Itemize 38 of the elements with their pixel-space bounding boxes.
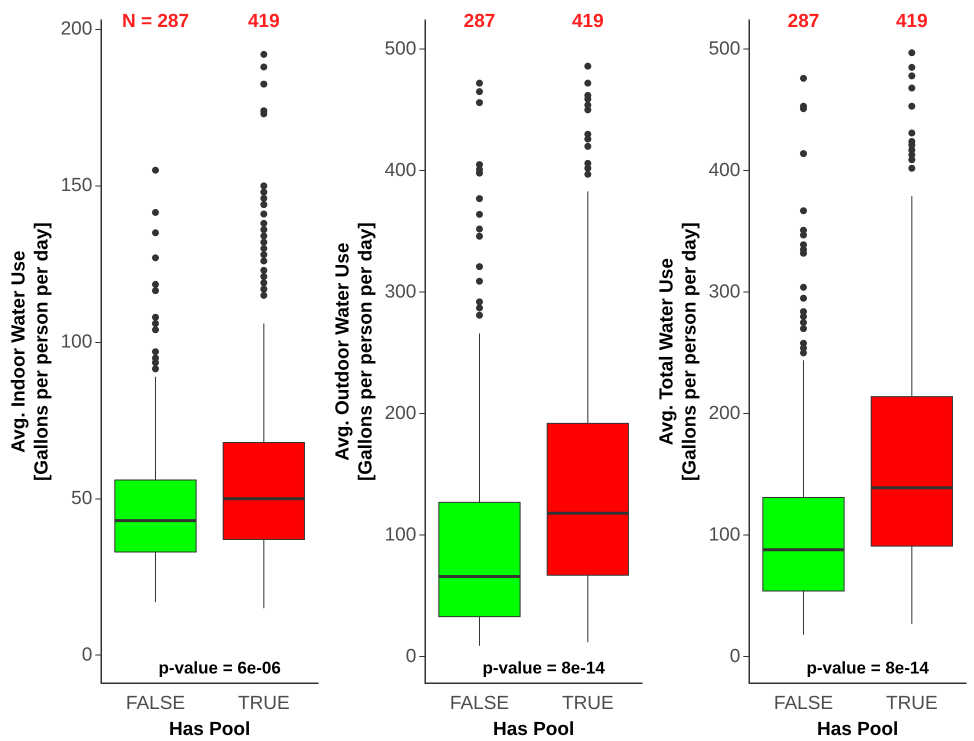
y-tick-label: 0: [730, 646, 740, 667]
y-tick-label: 50: [71, 488, 92, 510]
annotation: N = 287: [122, 11, 190, 32]
y-tick-label: 0: [82, 644, 92, 666]
annotation: p-value = 8e-14: [806, 658, 930, 678]
y-tick-label: 500: [384, 38, 416, 60]
x-axis-title: Has Pool: [168, 718, 250, 740]
x-tick-label: TRUE: [238, 693, 290, 714]
y-tick-label: 400: [384, 160, 416, 181]
annotation: 287: [788, 11, 820, 32]
y-tick-label: 200: [384, 402, 416, 424]
annotation: 419: [896, 11, 928, 32]
x-tick-label: FALSE: [126, 693, 186, 714]
y-tick-label: 200: [708, 402, 740, 424]
x-axis-title: Has Pool: [492, 718, 574, 740]
y-axis-title: Avg. Total Water Use [Gallons per person per day]: [656, 222, 700, 482]
y-tick-label: 100: [60, 332, 92, 353]
annotation: p-value = 8e-14: [482, 658, 606, 678]
y-tick-label: 150: [60, 175, 92, 196]
y-tick-label: 400: [708, 160, 740, 181]
y-tick-label: 500: [708, 38, 740, 60]
annotation: p-value = 6e-06: [158, 658, 281, 678]
x-tick-label: FALSE: [450, 693, 510, 714]
x-axis-title: Has Pool: [816, 718, 898, 740]
y-tick-label: 100: [708, 524, 740, 546]
y-tick-label: 200: [60, 18, 92, 40]
annotation: 419: [248, 11, 280, 32]
y-axis-title: Avg. Indoor Water Use [Gallons per person per day]: [8, 222, 52, 482]
y-tick-label: 100: [384, 524, 416, 546]
y-tick-label: 300: [384, 281, 416, 302]
x-tick-label: TRUE: [886, 693, 938, 714]
annotation: 287: [464, 11, 496, 32]
y-tick-label: 300: [708, 281, 740, 302]
x-tick-label: TRUE: [562, 693, 614, 714]
y-tick-label: 0: [406, 646, 416, 667]
x-tick-label: FALSE: [774, 693, 834, 714]
annotation: 419: [572, 11, 604, 32]
y-axis-title: Avg. Outdoor Water Use [Gallons per person per day]: [332, 222, 376, 482]
